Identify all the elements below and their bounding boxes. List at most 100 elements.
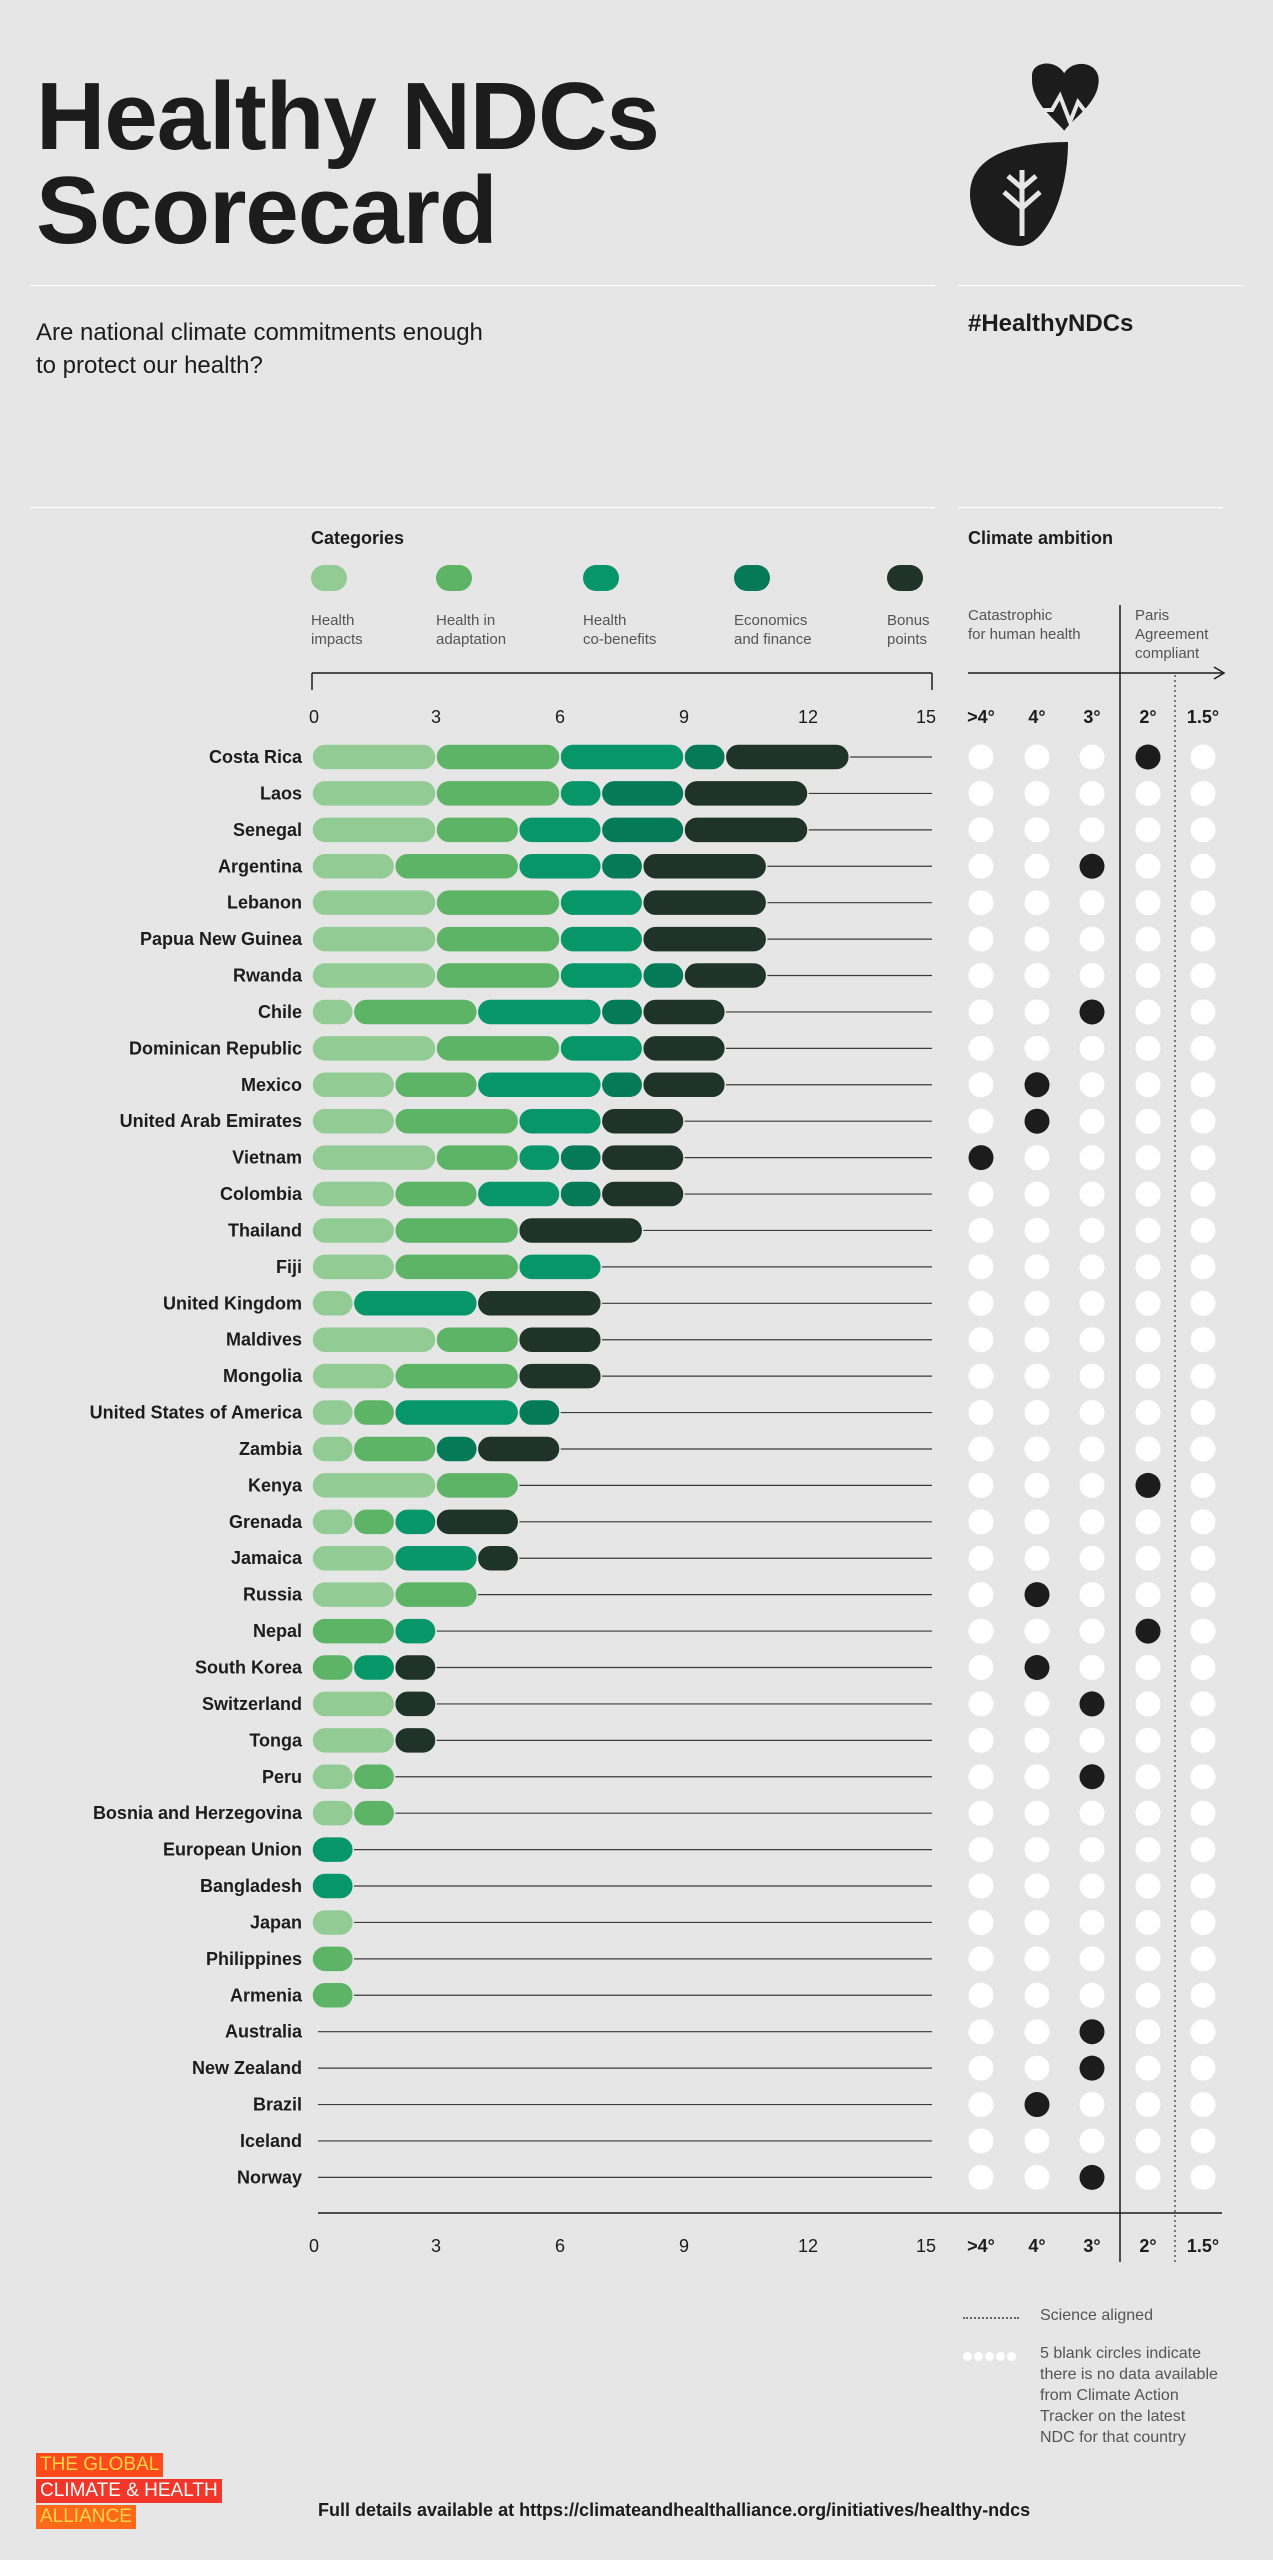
ambition-empty-dot xyxy=(1190,853,1216,879)
ambition-empty-dot xyxy=(1135,1837,1161,1863)
bar-segment xyxy=(559,888,644,917)
ambition-empty-dot xyxy=(1190,744,1216,770)
ambition-empty-dot xyxy=(1024,1217,1050,1243)
bar-segment xyxy=(311,1508,355,1536)
country-label: Vietnam xyxy=(232,1148,302,1168)
ambition-empty-dot xyxy=(1190,1618,1216,1644)
bar-segment xyxy=(393,1508,437,1536)
bar-segment xyxy=(352,998,479,1026)
ambition-empty-dot xyxy=(1079,963,1105,989)
bar-segment xyxy=(311,1945,355,1973)
bar-segment xyxy=(393,1180,479,1208)
bar-segment xyxy=(517,1143,561,1172)
bar-segment xyxy=(311,1362,396,1390)
ambition-empty-dot xyxy=(1190,963,1216,989)
bar-segment xyxy=(517,1107,603,1135)
ambition-empty-dot xyxy=(1135,1545,1161,1571)
country-label: Kenya xyxy=(248,1475,303,1495)
ambition-empty-dot xyxy=(968,2019,994,2045)
country-label: Mongolia xyxy=(223,1366,303,1386)
x-tick-label: 9 xyxy=(679,707,689,727)
ambition-empty-dot xyxy=(968,853,994,879)
bar-segment xyxy=(311,1799,355,1827)
ambition-empty-dot xyxy=(1079,744,1105,770)
ambition-column-label: 1.5° xyxy=(1187,2236,1219,2256)
ambition-empty-dot xyxy=(1079,926,1105,952)
ambition-empty-dot xyxy=(1135,1800,1161,1826)
country-label: Japan xyxy=(250,1912,302,1932)
bar-segment xyxy=(517,852,603,881)
section-divider-right xyxy=(958,507,1223,508)
ambition-empty-dot xyxy=(968,1217,994,1243)
ambition-empty-dot xyxy=(968,1436,994,1462)
bar-segment xyxy=(641,852,768,881)
footer-details-link[interactable]: Full details available at https://climat… xyxy=(318,2500,1031,2520)
bar-segment xyxy=(435,1471,520,1500)
ambition-empty-dot xyxy=(968,1254,994,1280)
blank-circles-note: 5 blank circles indicate there is no dat… xyxy=(1040,2345,1218,2446)
ambition-empty-dot xyxy=(1024,1618,1050,1644)
ambition-empty-dot xyxy=(1079,1108,1105,1134)
ambition-empty-dot xyxy=(1135,1509,1161,1535)
legend-swatch xyxy=(311,565,347,591)
ambition-empty-dot xyxy=(1024,1327,1050,1353)
country-label: Bangladesh xyxy=(200,1876,302,1896)
ambition-empty-dot xyxy=(1135,1400,1161,1426)
bar-segment xyxy=(393,1216,520,1245)
country-label: Dominican Republic xyxy=(129,1038,302,1058)
bar-segment xyxy=(311,852,396,881)
x-tick-label: 9 xyxy=(679,2236,689,2256)
org-logo-line: ALLIANCE xyxy=(36,2505,136,2529)
ambition-empty-dot xyxy=(1190,890,1216,916)
legend-health-impacts: Health impacts xyxy=(311,565,431,649)
bar-segment xyxy=(517,1253,603,1281)
country-label: Papua New Guinea xyxy=(140,929,303,949)
ambition-empty-dot xyxy=(1190,1655,1216,1680)
ambition-empty-dot xyxy=(1190,1327,1216,1353)
bar-segment xyxy=(435,1143,520,1172)
ambition-empty-dot xyxy=(968,1363,994,1389)
bar-segment xyxy=(641,888,768,917)
country-label: Colombia xyxy=(220,1184,303,1204)
ambition-empty-dot xyxy=(1135,2092,1161,2118)
bar-segment xyxy=(641,961,685,990)
ambition-empty-dot xyxy=(1079,1837,1105,1863)
bar-segment xyxy=(311,1289,355,1318)
country-label: Costa Rica xyxy=(209,747,303,767)
ambition-empty-dot xyxy=(1024,1727,1050,1753)
country-label: Jamaica xyxy=(231,1548,303,1568)
ambition-empty-dot xyxy=(1135,1290,1161,1316)
ambition-column-label: 4° xyxy=(1028,707,1045,727)
ambition-empty-dot xyxy=(968,1764,994,1790)
ambition-empty-dot xyxy=(1190,2164,1216,2190)
ambition-empty-dot xyxy=(1024,1400,1050,1426)
country-label: Thailand xyxy=(228,1220,302,1240)
ambition-empty-dot xyxy=(1135,1072,1161,1098)
ambition-empty-dot xyxy=(968,890,994,916)
ambition-empty-dot xyxy=(968,1691,994,1717)
ambition-column-label: 1.5° xyxy=(1187,707,1219,727)
ambition-rating-dot xyxy=(1079,853,1105,879)
ambition-empty-dot xyxy=(1079,1145,1105,1171)
bar-segment xyxy=(311,1398,355,1427)
ambition-empty-dot xyxy=(1024,2128,1050,2154)
bar-segment xyxy=(476,1289,603,1318)
ambition-empty-dot xyxy=(1079,1873,1105,1899)
bar-segment xyxy=(311,1763,355,1791)
ambition-empty-dot xyxy=(1135,1655,1161,1680)
ambition-empty-dot xyxy=(1190,1072,1216,1098)
x-tick-label: 6 xyxy=(555,2236,565,2256)
ambition-empty-dot xyxy=(1190,2019,1216,2045)
ambition-empty-dot xyxy=(1079,1509,1105,1535)
ambition-empty-dot xyxy=(1190,1108,1216,1134)
ambition-empty-dot xyxy=(1190,1145,1216,1171)
bar-segment xyxy=(311,1180,396,1208)
bar-segment xyxy=(559,961,644,990)
legend-heading: Categories xyxy=(311,528,405,548)
bar-segment xyxy=(311,1908,355,1937)
legend-label: Health in adaptation xyxy=(436,612,507,648)
bar-segment xyxy=(393,1107,520,1135)
bar-segment xyxy=(393,1362,520,1390)
ambition-empty-dot xyxy=(1079,1436,1105,1462)
